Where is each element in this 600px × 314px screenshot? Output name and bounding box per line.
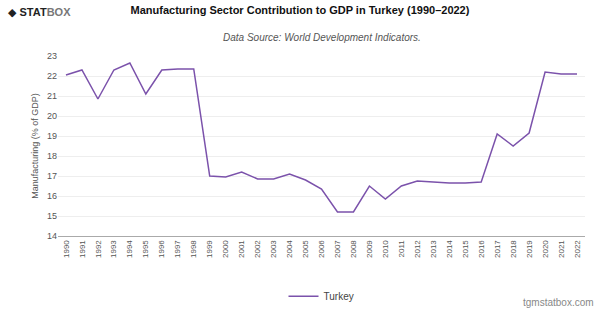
svg-text:Manufacturing (% of GDP): Manufacturing (% of GDP)	[30, 93, 40, 199]
svg-text:2003: 2003	[269, 240, 278, 258]
svg-text:tgmstatbox.com: tgmstatbox.com	[523, 297, 594, 308]
svg-text:◆ STATBOX: ◆ STATBOX	[8, 6, 71, 18]
svg-text:1998: 1998	[189, 240, 198, 258]
svg-text:18: 18	[47, 151, 57, 161]
svg-text:2008: 2008	[349, 240, 358, 258]
svg-text:2001: 2001	[237, 240, 246, 258]
svg-text:2006: 2006	[317, 240, 326, 258]
svg-text:Turkey: Turkey	[324, 291, 354, 302]
svg-text:2009: 2009	[365, 240, 374, 258]
svg-text:2015: 2015	[461, 240, 470, 258]
svg-text:2005: 2005	[301, 240, 310, 258]
svg-text:17: 17	[47, 171, 57, 181]
svg-text:2020: 2020	[541, 240, 550, 258]
svg-text:23: 23	[47, 51, 57, 61]
svg-text:20: 20	[47, 111, 57, 121]
svg-text:Data Source: World Development: Data Source: World Development Indicator…	[223, 32, 421, 43]
svg-text:2022: 2022	[573, 240, 582, 258]
svg-text:19: 19	[47, 131, 57, 141]
svg-text:1993: 1993	[109, 240, 118, 258]
svg-text:1994: 1994	[125, 240, 134, 258]
svg-text:2019: 2019	[525, 240, 534, 258]
svg-text:2021: 2021	[557, 240, 566, 258]
svg-text:1995: 1995	[141, 240, 150, 258]
svg-text:2010: 2010	[381, 240, 390, 258]
svg-text:2016: 2016	[477, 240, 486, 258]
svg-text:Manufacturing Sector Contribut: Manufacturing Sector Contribution to GDP…	[131, 4, 470, 16]
svg-text:14: 14	[47, 231, 57, 241]
svg-text:2002: 2002	[253, 240, 262, 258]
svg-text:22: 22	[47, 71, 57, 81]
svg-text:2007: 2007	[333, 240, 342, 258]
svg-text:1999: 1999	[205, 240, 214, 258]
svg-text:2012: 2012	[413, 240, 422, 258]
svg-text:2000: 2000	[221, 240, 230, 258]
svg-text:2018: 2018	[509, 240, 518, 258]
svg-text:16: 16	[47, 191, 57, 201]
svg-text:2013: 2013	[429, 240, 438, 258]
svg-text:1997: 1997	[173, 240, 182, 258]
svg-text:2017: 2017	[493, 240, 502, 258]
svg-text:2004: 2004	[285, 240, 294, 258]
svg-text:1990: 1990	[62, 240, 71, 258]
svg-text:1992: 1992	[94, 240, 103, 258]
svg-text:15: 15	[47, 211, 57, 221]
svg-text:2014: 2014	[445, 240, 454, 258]
svg-text:2011: 2011	[397, 240, 406, 258]
svg-text:1996: 1996	[157, 240, 166, 258]
svg-text:21: 21	[47, 91, 57, 101]
svg-text:1991: 1991	[78, 240, 87, 258]
